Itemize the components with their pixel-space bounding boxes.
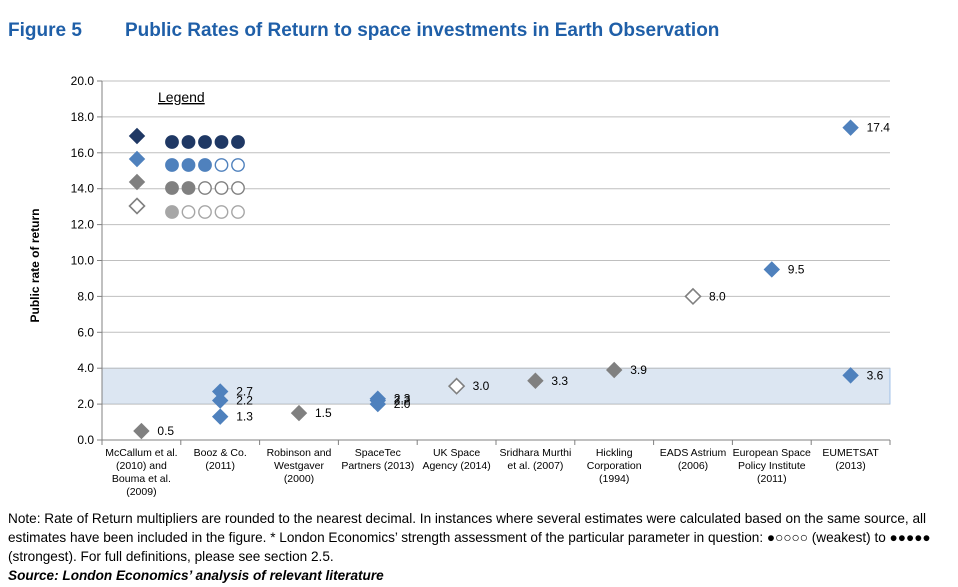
x-tick-label: Corporation (587, 460, 642, 472)
data-point (842, 367, 859, 384)
data-label: 3.3 (551, 374, 568, 388)
data-label: 1.3 (236, 410, 253, 424)
data-point (211, 392, 229, 409)
source-note: Source: London Economics’ analysis of re… (8, 568, 384, 583)
data-label: 17.4 (867, 121, 891, 135)
legend-strength-dot (231, 135, 245, 149)
legend-strength-dot (231, 181, 245, 195)
y-tick-label: 20.0 (71, 74, 95, 88)
data-point (447, 377, 466, 395)
data-point (290, 404, 308, 422)
legend-strength-dot (181, 135, 196, 149)
legend-strength-dot (165, 181, 179, 195)
legend-diamond (128, 197, 146, 215)
data-label: 2.7 (236, 385, 253, 399)
data-label: 9.5 (788, 262, 805, 276)
x-tick-label: (2011) (205, 460, 235, 472)
legend-strength-dot (214, 158, 229, 172)
legend-strength-dot (231, 158, 245, 172)
x-tick-label: (2006) (678, 460, 708, 472)
data-label: 1.5 (315, 406, 332, 420)
y-axis-label: Public rate of return (28, 208, 42, 322)
data-point (133, 422, 150, 440)
x-tick-label: (2013) (835, 460, 865, 472)
x-tick-label: EADS Astrium (660, 447, 727, 459)
legend-strength-dot (198, 205, 212, 219)
rate-of-return-chart: 0.0 2.0 4.0 6.0 8.0 10.0 12.0 14.0 16.0 18.0 20.0 P… (28, 74, 891, 498)
y-tick-label: 12.0 (71, 218, 95, 232)
x-tick-label: (1994) (599, 473, 629, 485)
legend-strength-dot (214, 135, 229, 149)
data-point (763, 261, 781, 278)
data-point (211, 408, 229, 425)
x-tick-label: (2010) and (116, 460, 167, 472)
y-tick-label: 0.0 (77, 433, 94, 447)
x-tick-label: European Space (733, 447, 811, 459)
data-label: 2.0 (394, 397, 411, 411)
legend-diamond (128, 127, 146, 145)
x-tick-label: et al. (2007) (507, 460, 563, 472)
highlight-band (101, 367, 891, 405)
x-tick-label: (2009) (126, 486, 156, 498)
y-tick-label: 6.0 (77, 325, 94, 339)
data-label: 2.2 (236, 394, 253, 408)
legend-strength-dot (165, 135, 179, 149)
footnote: Note: Rate of Return multipliers are rou… (8, 511, 931, 564)
x-tick-label: Bouma et al. (112, 473, 171, 485)
data-point (842, 119, 859, 136)
x-tick-label: Sridhara Murthi (500, 447, 572, 459)
data-label: 3.6 (867, 368, 884, 382)
x-tick-label: Agency (2014) (422, 460, 490, 472)
legend-strength-dot (165, 158, 179, 172)
data-label: 0.5 (157, 424, 174, 438)
data-label: 3.0 (473, 379, 490, 393)
data-point (605, 361, 623, 379)
y-tick-label: 4.0 (77, 361, 94, 375)
data-point (684, 287, 702, 306)
y-tick-label: 10.0 (71, 254, 95, 268)
x-tick-label: Booz & Co. (194, 447, 247, 459)
x-tick-label: Robinson and (267, 447, 332, 459)
x-tick-label: UK Space (433, 447, 480, 459)
x-tick-label: Hickling (596, 447, 633, 459)
legend-strength-dot (198, 181, 212, 195)
x-tick-label: Policy Institute (738, 460, 806, 472)
x-tick-label: Westgaver (274, 460, 324, 472)
x-tick-label: Partners (2013) (341, 460, 414, 472)
y-tick-label: 8.0 (77, 289, 94, 303)
y-tick-label: 18.0 (71, 110, 95, 124)
data-label: 8.0 (709, 289, 726, 303)
data-label: 2.2 (394, 394, 411, 408)
x-tick-label: (2000) (284, 473, 314, 485)
legend-diamond (128, 150, 146, 168)
figure-number: Figure 5 (8, 20, 82, 41)
y-tick-label: 14.0 (71, 182, 95, 196)
x-tick-label: SpaceTec (355, 447, 401, 459)
x-tick-label: (2011) (757, 473, 787, 485)
legend-strength-dot (181, 181, 196, 195)
y-tick-label: 2.0 (77, 397, 94, 411)
legend-strength-dot (165, 205, 179, 219)
y-tick-label: 16.0 (71, 146, 95, 160)
legend-strength-dot (181, 205, 196, 219)
legend-diamond (128, 173, 146, 191)
data-point (527, 372, 544, 389)
legend-strength-dot (214, 181, 229, 195)
legend-strength-dot (214, 205, 229, 219)
data-point (369, 395, 387, 413)
legend-strength-dot (231, 205, 245, 219)
x-tick-label: EUMETSAT (822, 447, 879, 459)
legend-strength-dot (181, 158, 196, 172)
legend-strength-dot (198, 135, 212, 149)
legend-title: Legend (158, 89, 205, 105)
figure-title: Public Rates of Return to space investme… (125, 20, 720, 41)
x-tick-label: McCallum et al. (105, 447, 177, 459)
data-label: 3.9 (630, 363, 647, 377)
legend-strength-dot (198, 158, 212, 172)
data-label: 2.3 (394, 392, 411, 406)
